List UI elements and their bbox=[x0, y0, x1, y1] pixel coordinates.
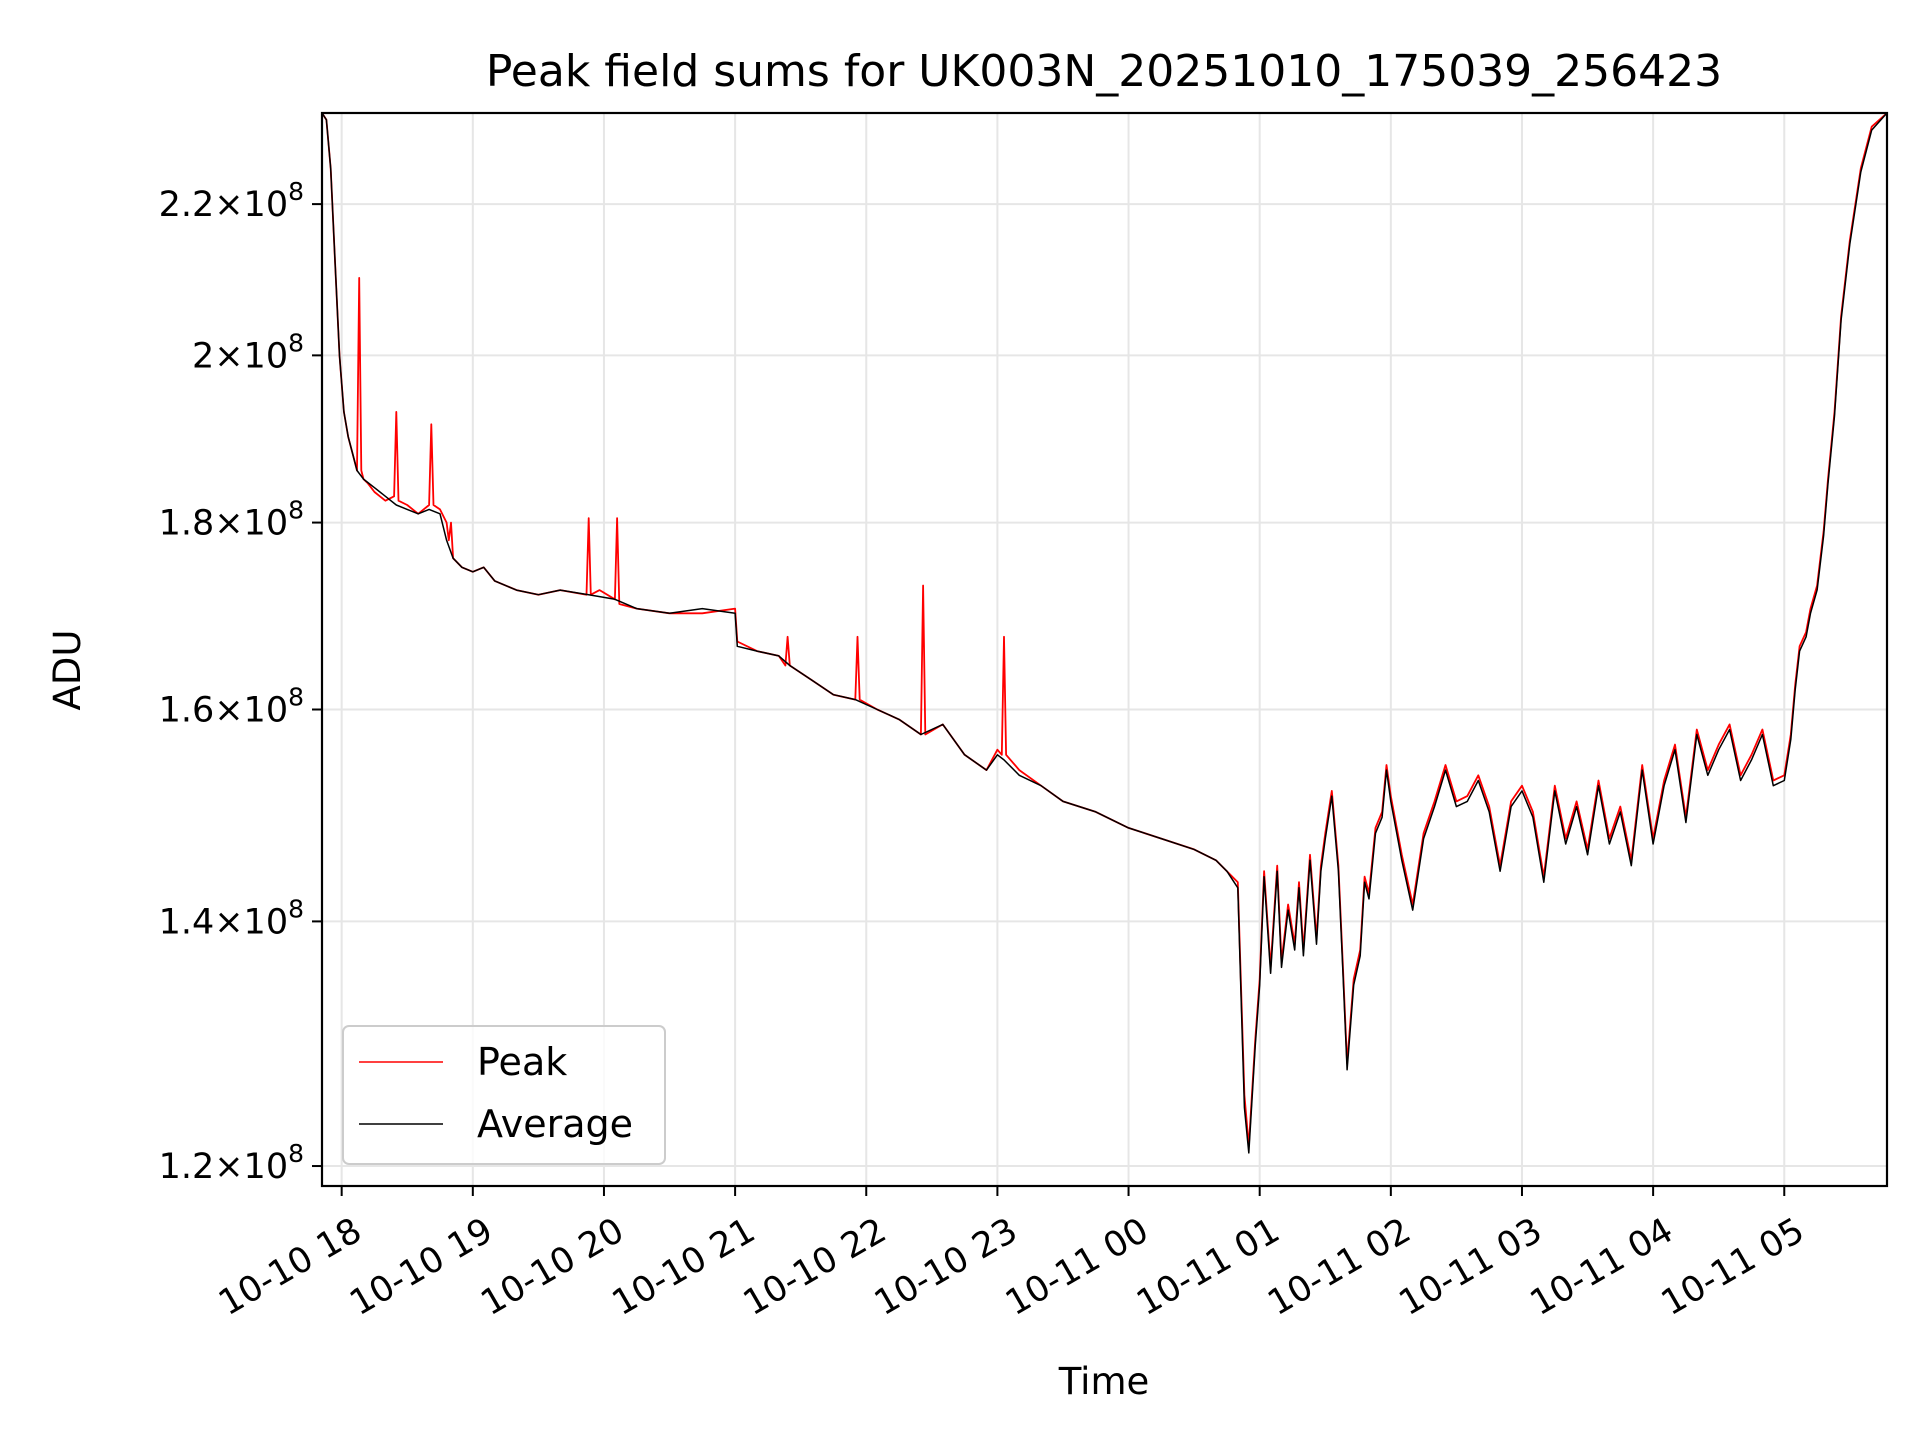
y-tick-label: 1.6×108 bbox=[159, 682, 304, 730]
chart-title: Peak field sums for UK003N_20251010_1750… bbox=[486, 46, 1722, 97]
y-tick-label: 1.8×108 bbox=[159, 496, 304, 544]
y-tick-label: 2.2×108 bbox=[159, 177, 304, 225]
plot-frame bbox=[320, 111, 1889, 1188]
series-layer bbox=[321, 112, 1888, 1154]
legend-box bbox=[342, 1025, 666, 1165]
y-axis-label: ADU bbox=[46, 630, 89, 711]
series-line-peak bbox=[321, 112, 1888, 1148]
legend-label-average: Average bbox=[477, 1102, 633, 1146]
y-tick-label: 2×108 bbox=[192, 328, 304, 376]
x-axis-label: Time bbox=[1058, 1360, 1150, 1403]
y-tick-label: 1.2×108 bbox=[159, 1139, 304, 1187]
grid bbox=[322, 113, 1887, 1186]
y-tick-label: 1.4×108 bbox=[159, 894, 304, 942]
y-axis: 1.2×108 1.4×108 1.6×108 1.8×108 2×108 2.2×108 bbox=[159, 177, 322, 1187]
legend: Peak Average bbox=[342, 1025, 666, 1165]
legend-label-peak: Peak bbox=[477, 1040, 567, 1084]
series-line-average bbox=[321, 112, 1888, 1154]
